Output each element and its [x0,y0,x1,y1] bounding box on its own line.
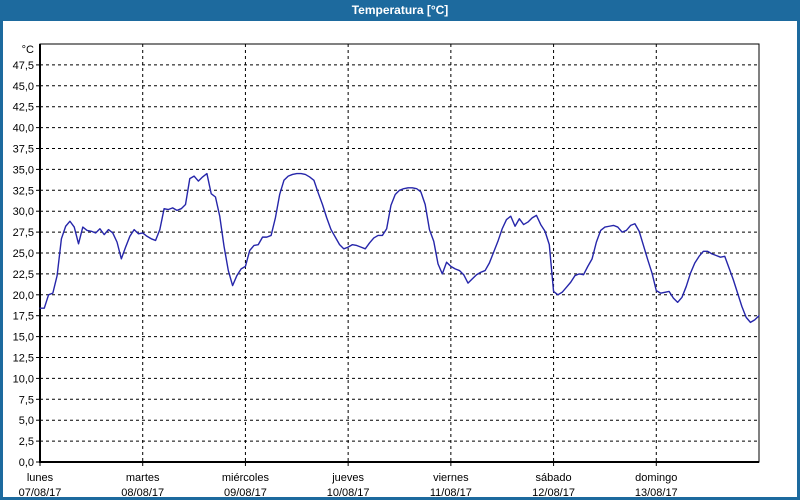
y-tick-label: 47,5 [13,60,34,72]
y-tick-label: 17,5 [13,311,34,323]
y-tick-label: 37,5 [13,144,34,156]
y-tick-label: 30,0 [13,206,34,218]
y-tick-label: 40,0 [13,123,34,135]
x-date-label: 13/08/17 [635,487,678,497]
axes [39,43,760,463]
y-tick-label: 22,5 [13,269,34,281]
y-tick-label: 15,0 [13,332,34,344]
y-tick-label: 35,0 [13,164,34,176]
x-date-label: 11/08/17 [430,487,472,497]
y-tick-label: 42,5 [13,102,34,114]
x-day-label: martes [126,472,160,484]
x-date-label: 08/08/17 [121,487,164,497]
y-tick-label: 20,0 [13,290,34,302]
x-axis-labels: lunes 07/08/17 martes 08/08/17 miércoles 09/0… [19,472,678,497]
window-title: Temperatura [°C] [351,3,449,17]
x-date-label: 10/08/17 [327,487,370,497]
y-axis-labels: 0,0 2,5 5,0 7,5 10,0 12,5 15,0 17,5 20,0 22,5 25,0… [13,44,34,469]
temperature-line [39,172,760,324]
x-date-label: 12/08/17 [532,487,575,497]
x-day-label: sábado [536,472,572,484]
axis-ticks [36,64,657,466]
temperature-chart: 0,0 2,5 5,0 7,5 10,0 12,5 15,0 17,5 20,0 22,5 25,0… [13,43,760,497]
y-tick-label: 12,5 [13,353,34,365]
y-tick-label: 7,5 [19,394,34,406]
x-date-label: 07/08/17 [19,487,62,497]
x-date-label: 09/08/17 [224,487,267,497]
gridlines [40,44,759,462]
window-titlebar: Temperatura [°C] [3,3,797,21]
x-day-label: jueves [331,472,364,484]
x-day-label: lunes [27,472,54,484]
y-tick-label: 25,0 [13,248,34,260]
y-tick-label: 45,0 [13,81,34,93]
y-tick-label: 32,5 [13,185,34,197]
plot-border [39,43,760,463]
y-tick-label: 5,0 [19,415,34,427]
y-tick-label: 10,0 [13,373,34,385]
chart-area: 0,0 2,5 5,0 7,5 10,0 12,5 15,0 17,5 20,0 22,5 25,0… [3,21,797,497]
y-tick-label: 27,5 [13,227,34,239]
y-tick-label: 2,5 [19,436,34,448]
y-axis-unit-label: °C [22,44,34,56]
x-day-label: domingo [635,472,677,484]
y-tick-label: 0,0 [19,457,34,469]
x-day-label: viernes [433,472,469,484]
x-day-label: miércoles [222,472,270,484]
